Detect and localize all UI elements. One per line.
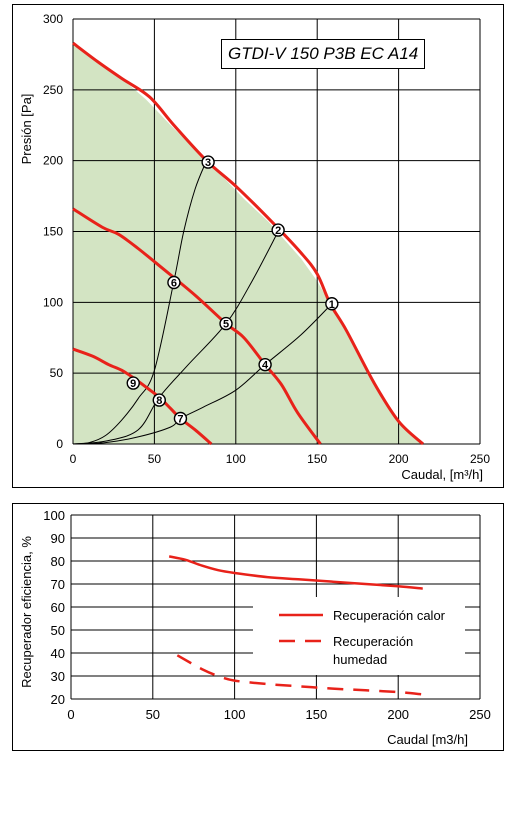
y-axis-label: Presión [Pa] — [19, 94, 34, 165]
y-tick-label: 250 — [43, 83, 63, 97]
operating-point-label: 3 — [205, 157, 211, 169]
system-curve — [72, 231, 279, 445]
operating-point-1 — [325, 297, 339, 311]
operating-point-2 — [271, 223, 285, 237]
y-tick-label: 20 — [51, 692, 65, 707]
legend-label-humidity-2: humedad — [333, 652, 387, 667]
series-line-humidity — [176, 654, 423, 696]
x-tick-label: 0 — [67, 707, 74, 722]
y-tick-label: 300 — [43, 12, 63, 26]
operating-point-label: 2 — [275, 225, 281, 237]
operating-point-9 — [126, 376, 140, 390]
operating-point-label: 1 — [329, 299, 335, 311]
fan-curve — [72, 207, 322, 445]
y-tick-label: 100 — [43, 508, 65, 523]
system-curve — [72, 303, 333, 445]
fan-curve — [72, 41, 425, 446]
x-tick-label: 0 — [70, 452, 77, 466]
operating-point-label: 8 — [156, 395, 162, 407]
y-tick-label: 200 — [43, 154, 63, 168]
y-tick-label: 0 — [56, 437, 63, 451]
operating-point-8 — [152, 393, 166, 407]
fan-curve-chart: 0 50 100 150 200 250 0 50 100 150 200 250 300 1 2 3 4 5 6 7… — [19, 12, 490, 482]
fan-curve-chart-panel: 0 50 100 150 200 250 0 50 100 150 200 250 300 1 2 3 4 5 6 7… — [12, 4, 504, 488]
y-tick-label: 80 — [51, 554, 65, 569]
operating-point-3 — [201, 155, 215, 169]
x-tick-label: 100 — [224, 707, 246, 722]
y-tick-label: 30 — [51, 669, 65, 684]
x-tick-label: 50 — [146, 707, 160, 722]
system-curve — [72, 160, 207, 445]
x-tick-label: 200 — [387, 707, 409, 722]
operating-point-label: 6 — [171, 278, 177, 290]
operating-area — [73, 43, 424, 444]
x-tick-label: 250 — [470, 452, 490, 466]
y-tick-label: 100 — [43, 295, 63, 309]
operating-point-label: 4 — [262, 360, 269, 372]
legend-label-humidity: Recuperación — [333, 634, 413, 649]
operating-point-7 — [173, 411, 188, 426]
operating-point-4 — [258, 357, 272, 372]
x-tick-label: 100 — [226, 452, 246, 466]
efficiency-chart: 0 50 100 150 200 250 20 30 40 50 60 70 80 90 100 Recupe… — [19, 508, 491, 747]
x-tick-label: 250 — [469, 707, 491, 722]
chart-title: GTDI-V 150 P3B EC A14 — [221, 39, 426, 69]
operating-point-5 — [219, 316, 233, 331]
y-tick-label: 70 — [51, 577, 65, 592]
x-axis-label: Caudal, [m³/h] — [401, 467, 483, 482]
legend-label-heat: Recuperación calor — [333, 608, 446, 623]
x-tick-label: 50 — [148, 452, 162, 466]
y-tick-label: 50 — [50, 366, 64, 380]
x-tick-label: 150 — [307, 452, 327, 466]
operating-point-label: 5 — [223, 319, 229, 331]
y-tick-label: 50 — [51, 623, 65, 638]
x-tick-label: 200 — [389, 452, 409, 466]
y-tick-label: 150 — [43, 225, 63, 239]
y-tick-label: 90 — [51, 531, 65, 546]
operating-point-6 — [167, 275, 181, 290]
efficiency-chart-panel: 0 50 100 150 200 250 20 30 40 50 60 70 80 90 100 Recupe… — [12, 503, 504, 751]
y-tick-label: 60 — [51, 600, 65, 615]
y-axis-label: Recuperador eficiencia, % — [19, 536, 34, 688]
x-tick-label: 150 — [306, 707, 328, 722]
legend-box — [253, 597, 465, 675]
operating-point-label: 9 — [130, 378, 136, 390]
x-axis-label: Caudal [m3/h] — [387, 732, 468, 747]
operating-point-label: 7 — [177, 414, 183, 426]
y-tick-label: 40 — [51, 646, 65, 661]
series-line-heat — [168, 555, 423, 590]
